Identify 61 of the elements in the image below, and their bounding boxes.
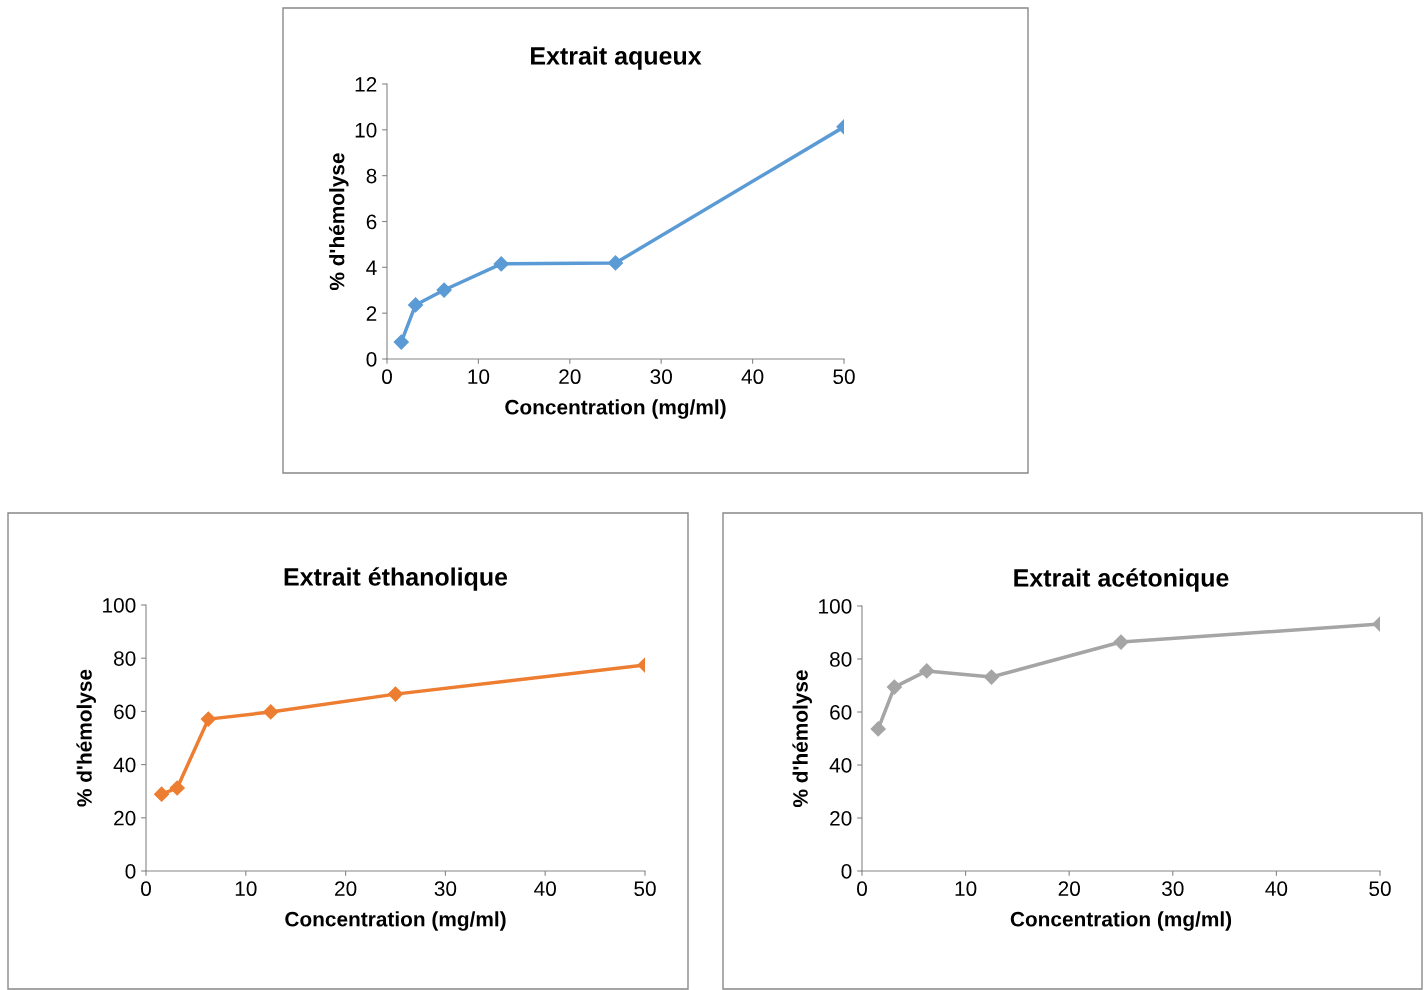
y-axis-title: % d'hémolyse	[76, 669, 96, 807]
x-tick-label: 30	[650, 369, 672, 385]
y-tick-label: 0	[841, 864, 852, 879]
point	[387, 686, 404, 702]
y-axis-title: % d'hémolyse	[792, 670, 812, 808]
x-tick-label: 20	[559, 369, 581, 385]
x-axis-title: Concentration (mg/ml)	[285, 911, 506, 931]
x-tick-label: 0	[382, 369, 392, 385]
point	[200, 711, 216, 727]
x-tick-label: 40	[534, 881, 556, 897]
y-tick-label: 12	[355, 77, 377, 92]
y-tick-label: 0	[366, 352, 377, 367]
chart-title: Extrait éthanolique	[284, 567, 508, 591]
y-tick-label: 40	[113, 757, 136, 773]
x-tick-label: 10	[235, 881, 257, 897]
point	[607, 255, 624, 271]
x-tick-label: 40	[1265, 881, 1288, 897]
y-tick-label: 0	[125, 864, 136, 879]
chart-title: Extrait aqueux	[531, 46, 702, 70]
y-tick-label: 4	[366, 260, 377, 275]
y-tick-label: 2	[366, 306, 377, 321]
y-tick-label: 60	[114, 704, 136, 720]
point	[407, 297, 424, 313]
x-tick-label: 50	[1369, 881, 1391, 897]
point	[393, 334, 409, 350]
point	[919, 663, 935, 679]
x-tick-label: 0	[857, 881, 867, 897]
x-tick-label: 50	[634, 881, 656, 897]
y-axis-title: % d'hémolyse	[328, 153, 349, 291]
x-tick-label: 50	[833, 369, 855, 385]
y-tick-label: 100	[819, 599, 852, 614]
point	[154, 786, 170, 802]
x-tick-label: 10	[468, 369, 490, 385]
x-tick-label: 40	[741, 369, 764, 385]
point	[1113, 634, 1129, 650]
point	[983, 669, 1000, 685]
x-axis-title: Concentration (mg/ml)	[1010, 911, 1232, 931]
y-tick-label: 40	[829, 758, 852, 773]
point	[169, 780, 185, 796]
point	[263, 704, 279, 720]
x-tick-label: 20	[1058, 881, 1080, 897]
point	[886, 679, 902, 695]
x-tick-label: 0	[141, 881, 151, 897]
y-tick-label: 10	[355, 122, 377, 138]
y-tick-label: 100	[103, 598, 136, 613]
y-tick-label: 60	[830, 705, 852, 720]
y-tick-label: 20	[830, 811, 852, 826]
y-tick-label: 80	[830, 652, 852, 667]
point	[436, 282, 452, 298]
y-tick-label: 80	[114, 651, 136, 666]
y-tick-label: 6	[366, 214, 377, 230]
x-tick-label: 30	[434, 881, 457, 897]
x-tick-label: 30	[1162, 881, 1184, 897]
point	[870, 721, 886, 737]
y-tick-label: 8	[366, 168, 377, 184]
x-tick-label: 10	[955, 881, 977, 897]
chart-title: Extrait acétonique	[1014, 568, 1229, 592]
x-axis-title: Concentration (mg/ml)	[505, 399, 726, 419]
point	[493, 256, 509, 272]
x-tick-label: 20	[335, 881, 357, 897]
y-tick-label: 20	[114, 810, 136, 826]
